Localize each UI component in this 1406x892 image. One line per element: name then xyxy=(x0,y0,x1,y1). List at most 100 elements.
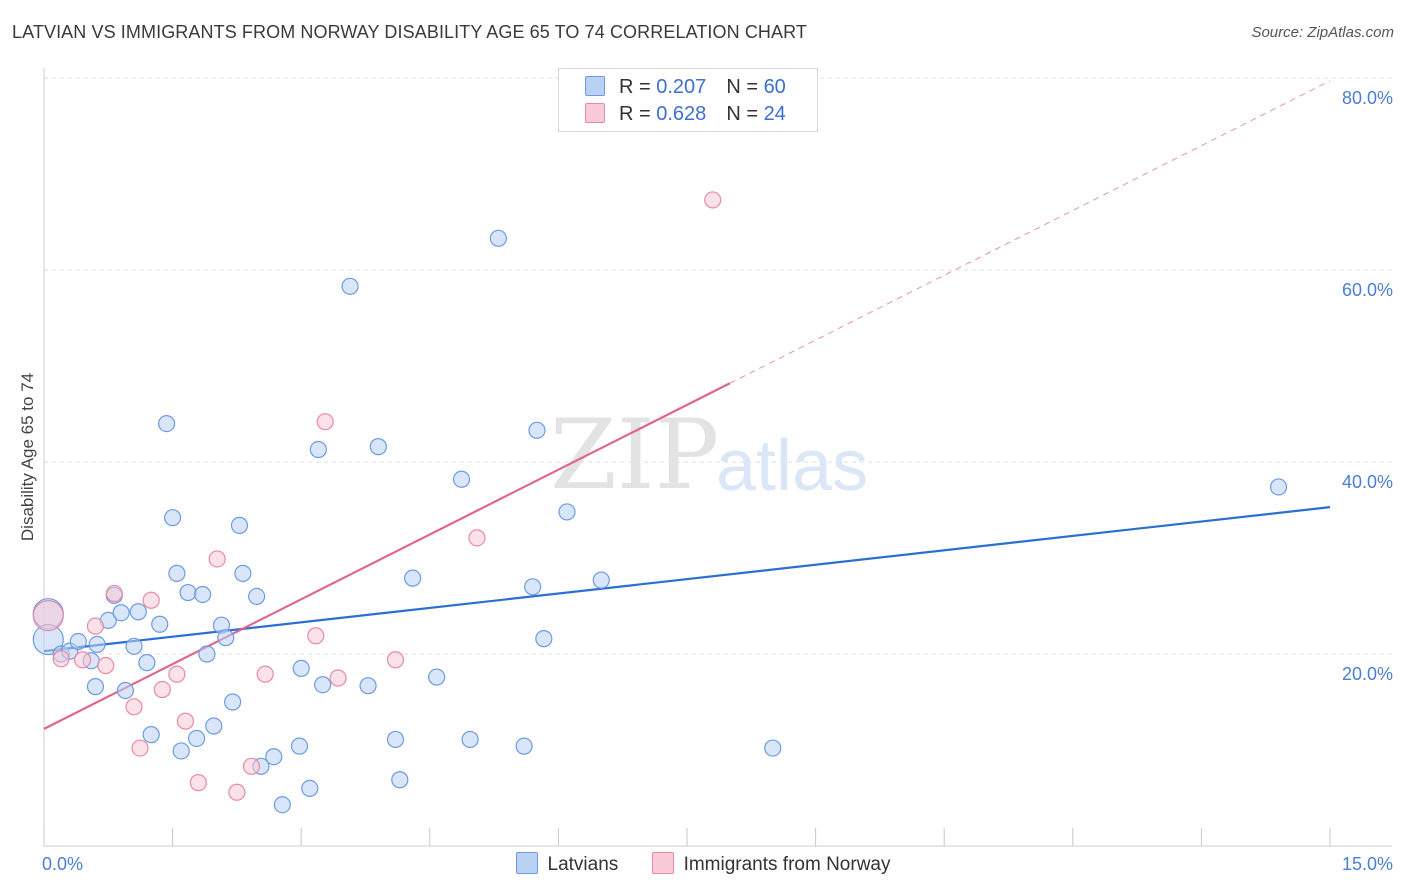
tick-labels: 20.0% 40.0% 60.0% 80.0% 0.0% 15.0% xyxy=(42,88,1393,874)
point-latvians xyxy=(179,583,197,602)
point-latvians xyxy=(142,726,160,744)
point-latvians xyxy=(230,516,249,534)
point-norway xyxy=(704,191,722,209)
point-latvians xyxy=(524,578,542,596)
point-latvians xyxy=(69,632,87,651)
point-latvians xyxy=(86,678,105,696)
point-latvians xyxy=(592,571,610,589)
stats-legend-row-norway: R = 0.628 N = 24 xyxy=(585,103,786,125)
point-latvians xyxy=(151,615,169,633)
point-norway xyxy=(86,617,105,635)
point-norway xyxy=(189,774,207,792)
point-norway xyxy=(32,599,64,632)
x-tick-label-min: 0.0% xyxy=(42,854,83,874)
point-latvians xyxy=(292,659,310,678)
point-latvians xyxy=(764,739,782,757)
point-latvians xyxy=(341,277,359,295)
point-norway xyxy=(329,669,347,687)
n-value-latvians: 60 xyxy=(763,76,786,98)
point-latvians xyxy=(515,737,533,755)
point-latvians xyxy=(234,564,252,582)
point-latvians xyxy=(172,742,190,760)
point-norway xyxy=(316,413,334,431)
latvians-legend-swatch xyxy=(515,852,538,874)
point-latvians xyxy=(157,415,176,433)
point-latvians xyxy=(489,229,507,247)
r-value-latvians: 0.207 xyxy=(656,76,707,98)
r-label: R = xyxy=(619,76,657,98)
point-latvians xyxy=(309,440,327,459)
point-latvians xyxy=(558,503,576,521)
point-latvians xyxy=(314,676,332,694)
point-norway xyxy=(242,757,261,775)
point-latvians xyxy=(224,693,242,711)
point-latvians xyxy=(125,637,143,655)
axes xyxy=(43,68,1392,847)
legend-label-latvians: Latvians xyxy=(547,854,619,875)
point-latvians xyxy=(290,737,309,755)
point-latvians xyxy=(248,587,266,606)
point-norway xyxy=(168,665,186,683)
point-latvians xyxy=(194,585,212,604)
point-latvians xyxy=(88,635,106,654)
latvians-swatch xyxy=(585,76,605,96)
norway-swatch xyxy=(585,103,605,123)
point-latvians xyxy=(273,796,291,814)
r-label: R = xyxy=(619,103,657,125)
point-norway xyxy=(73,651,92,669)
n-label: N = xyxy=(726,103,764,125)
gridlines xyxy=(44,77,1392,655)
point-latvians xyxy=(452,470,471,488)
point-latvians xyxy=(391,771,409,789)
point-latvians xyxy=(112,604,130,622)
point-latvians xyxy=(129,603,147,621)
point-norway xyxy=(105,584,123,603)
point-norway xyxy=(386,651,405,669)
trend-extension-norway xyxy=(729,80,1331,384)
point-latvians xyxy=(138,654,156,672)
point-norway xyxy=(307,627,325,645)
point-latvians xyxy=(168,564,186,582)
point-latvians xyxy=(428,668,446,686)
stats-legend: R = 0.207 N = 60 R = 0.628 N = 24 xyxy=(558,68,818,132)
legend-item-norway: Immigrants from Norway xyxy=(651,852,890,876)
point-latvians xyxy=(116,681,135,700)
point-latvians xyxy=(359,677,377,695)
point-latvians xyxy=(301,779,319,798)
point-norway xyxy=(468,529,486,547)
point-norway xyxy=(176,712,195,730)
y-tick-label: 60.0% xyxy=(1342,280,1393,300)
point-latvians xyxy=(528,421,546,439)
series-legend: Latvians Immigrants from Norway xyxy=(0,852,1406,876)
y-tick-label: 20.0% xyxy=(1342,664,1393,684)
data-points xyxy=(32,191,1288,814)
point-latvians xyxy=(369,438,387,456)
point-latvians xyxy=(1269,478,1288,496)
chart-source: Source: ZipAtlas.com xyxy=(1251,24,1394,41)
y-tick-label: 40.0% xyxy=(1342,472,1393,492)
x-tick-label-max: 15.0% xyxy=(1342,854,1393,874)
trend-line-latvians xyxy=(43,506,1331,653)
n-label: N = xyxy=(726,76,764,98)
point-norway xyxy=(228,783,246,801)
r-value-norway: 0.628 xyxy=(656,103,707,125)
stats-legend-row-latvians: R = 0.207 N = 60 xyxy=(585,76,786,98)
point-norway xyxy=(142,591,160,609)
point-latvians xyxy=(265,748,283,766)
watermark-zip: ZIP xyxy=(550,399,719,511)
point-latvians xyxy=(461,730,479,749)
trend-line-norway xyxy=(43,382,731,730)
trend-lines xyxy=(43,80,1331,730)
point-norway xyxy=(52,650,70,668)
point-norway xyxy=(131,739,149,757)
point-latvians xyxy=(404,569,422,587)
point-norway xyxy=(208,550,226,568)
point-latvians xyxy=(198,645,216,663)
point-latvians xyxy=(188,729,206,748)
point-latvians xyxy=(535,630,553,648)
y-tick-label: 80.0% xyxy=(1342,88,1393,108)
point-latvians xyxy=(205,717,223,735)
point-norway xyxy=(153,680,171,699)
chart-title: LATVIAN VS IMMIGRANTS FROM NORWAY DISABI… xyxy=(12,22,808,42)
